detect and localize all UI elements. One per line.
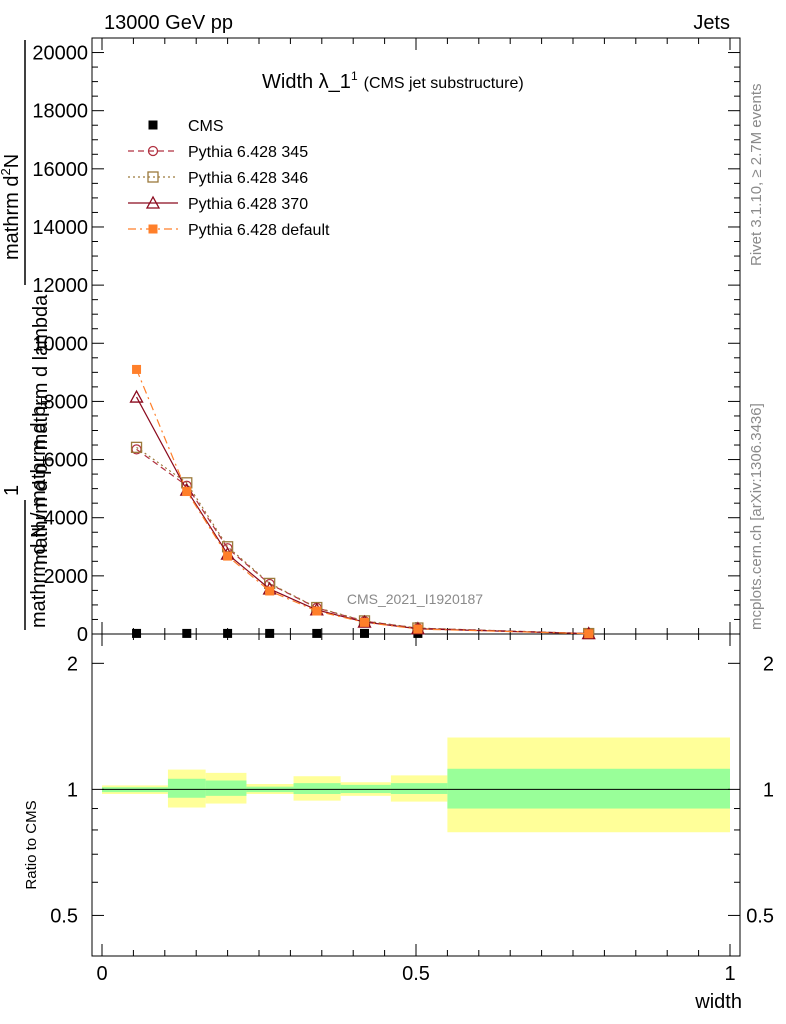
y-tick-label: 0 [77,624,88,646]
legend-label: Pythia 6.428 370 [188,196,308,213]
ylabel-one: 1 [1,485,23,496]
band-inner-4 [293,783,341,794]
legend-marker [148,224,158,234]
band-inner-2 [205,780,247,796]
series-2 [130,441,595,640]
ylabel-num-n: N [1,154,23,168]
x-tick-label: 0.5 [402,963,430,985]
ylabel-num-den: mathrm d p [30,464,52,565]
y-tick-label: 18000 [32,101,88,123]
ylabel-num-d: mathrm d [1,176,23,260]
top-ylabel: mathrm d2N mathrm d pT mathrm d lambda 1… [0,40,55,630]
data-point [223,628,233,638]
data-point [360,628,370,638]
data-point [130,441,143,454]
ylabel-num-rest: mathrm d lambda [30,294,52,456]
y-tick-label: 20000 [32,43,88,65]
data-series [129,364,596,640]
y-tick-label: 6000 [44,450,89,472]
y-tick-label: 2000 [44,566,89,588]
series-line-1 [136,448,589,635]
data-point [312,606,322,616]
data-point [413,624,423,634]
chart-title: Width λ_11 (CMS jet substructure) [262,69,524,93]
svg-text:mathrm d pT mathrm d lambda: mathrm d pT mathrm d lambda [30,294,55,565]
ratio-y-tick-label: 2 [67,653,78,675]
ylabel-num-sub: T [40,456,55,464]
band-inner-6 [390,783,448,794]
series-line-4 [135,369,589,635]
legend-marker [147,145,159,157]
x-tick-label: 1 [724,963,735,985]
data-point [182,628,192,638]
axis-ticks: 0 2000 4000 6000 8000 10000 12000 14000 16000 180… [32,38,774,985]
legend-label: Pythia 6.428 345 [188,144,308,161]
chart-title-main: Width λ_1 [262,71,351,93]
ylabel-num-sup: 2 [0,168,13,175]
data-point [360,617,370,627]
rivet-label: Rivet 3.1.10, ≥ 2.7M events [748,84,765,267]
band-inner-7 [447,768,730,809]
chart-title-sup: 1 [351,69,358,83]
chart-title-suffix: (CMS jet substructure) [364,75,524,92]
series-1 [131,444,594,639]
legend-label: Pythia 6.428 346 [188,170,308,187]
data-point [132,628,142,638]
ylabel-den-sub: T [38,398,53,406]
data-point [265,586,275,596]
data-point [584,629,594,639]
x-tick-label: 0 [96,963,107,985]
data-point [312,628,322,638]
header-right: Jets [693,12,730,34]
series-4 [132,364,594,639]
x-axis-label: width [694,991,742,1013]
svg-text:mathrm d2N: mathrm d2N [0,154,23,260]
ratio-y-tick-label-right: 0.5 [746,905,774,927]
legend-label: CMS [188,118,224,135]
y-tick-label: 10000 [32,333,88,355]
data-point [129,389,144,403]
header-left: 13000 GeV pp [104,12,233,34]
data-point [182,487,192,497]
legend-marker [147,171,159,183]
svg-text:mathrm d N / mathrm d pT: mathrm d N / mathrm d pT [28,398,53,628]
ratio-y-axis-label: Ratio to CMS [23,800,40,889]
ratio-bands [102,737,730,833]
ratio-y-tick-label-right: 2 [763,653,774,675]
watermark: CMS_2021_I1920187 [347,591,483,607]
y-tick-label: 16000 [32,159,88,181]
data-point [132,364,142,374]
legend-marker [148,120,158,130]
ratio-y-tick-label: 1 [67,779,78,801]
band-inner-1 [167,778,206,798]
y-tick-label: 4000 [44,508,89,530]
ratio-y-tick-label-right: 1 [763,779,774,801]
mcplots-label: mcplots.cern.ch [arXiv:1306.3436] [748,403,765,630]
series-0 [132,628,594,638]
legend: CMS Pythia 6.428 345 Pythia 6.428 346 Pythi… [128,118,330,239]
ylabel-den: mathrm d N / mathrm d p [28,406,50,628]
y-tick-label: 8000 [44,391,89,413]
data-point [265,628,275,638]
y-tick-label: 14000 [32,217,88,239]
ratio-y-tick-label: 0.5 [50,905,78,927]
y-tick-label: 12000 [32,275,88,297]
data-point [223,551,233,561]
legend-marker [145,195,161,209]
legend-label: Pythia 6.428 default [188,222,330,239]
series-line-2 [136,446,589,635]
